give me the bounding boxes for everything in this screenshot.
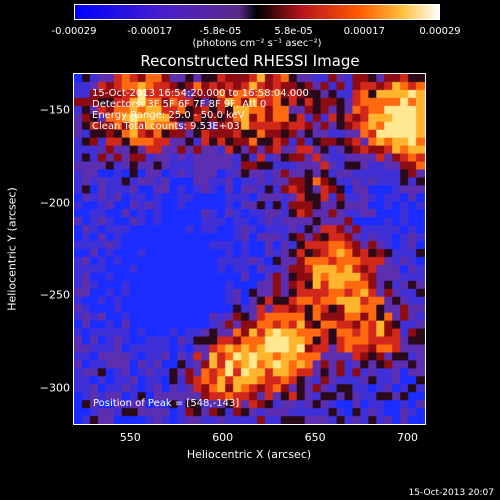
colorbar-tick-label: -5.8e-05 [199,26,242,37]
y-tick-label: −200 [39,196,70,210]
energy-range-label: Energy Range: 25.0 - 50.0 keV [92,110,245,121]
footer-timestamp: 15-Oct-2013 20:07 [408,488,494,498]
detectors-label: Detectors: 3F 5F 6F 7F 8F 9F, Att 0 [92,99,267,110]
peak-position-label: Position of Peak = [548,-143] [93,398,240,409]
x-tick-label: 600 [212,431,234,444]
colorbar-tick-label: -0.00029 [51,26,97,37]
colorbar-tick-label: 0.00029 [419,26,461,37]
time-range-label: 15-Oct-2013 16:54:20.000 to 16:58:04.000 [92,88,309,99]
x-tick-label: 700 [397,431,419,444]
y-tick-label: −150 [39,103,70,117]
y-tick-label: −250 [39,288,70,302]
colorbar [74,4,440,20]
colorbar-tick-label: -0.00017 [127,26,173,37]
method-counts-label: Clean Total counts: 9.53E+03 [92,121,240,132]
plot-area [73,73,426,425]
colorbar-tick-label: 5.8e-05 [274,26,313,37]
colorbar-unit-label: (photons cm⁻² s⁻¹ asec⁻²) [192,38,322,49]
x-tick-label: 650 [304,431,326,444]
y-tick-label: −300 [39,381,70,395]
chart-title: Reconstructed RHESSI Image [140,52,360,70]
heatmap-image [74,74,425,424]
y-axis-label: Heliocentric Y (arcsec) [5,187,19,311]
x-tick-label: 550 [119,431,141,444]
colorbar-tick-label: 0.00017 [343,26,385,37]
x-axis-label: Heliocentric X (arcsec) [186,448,312,461]
